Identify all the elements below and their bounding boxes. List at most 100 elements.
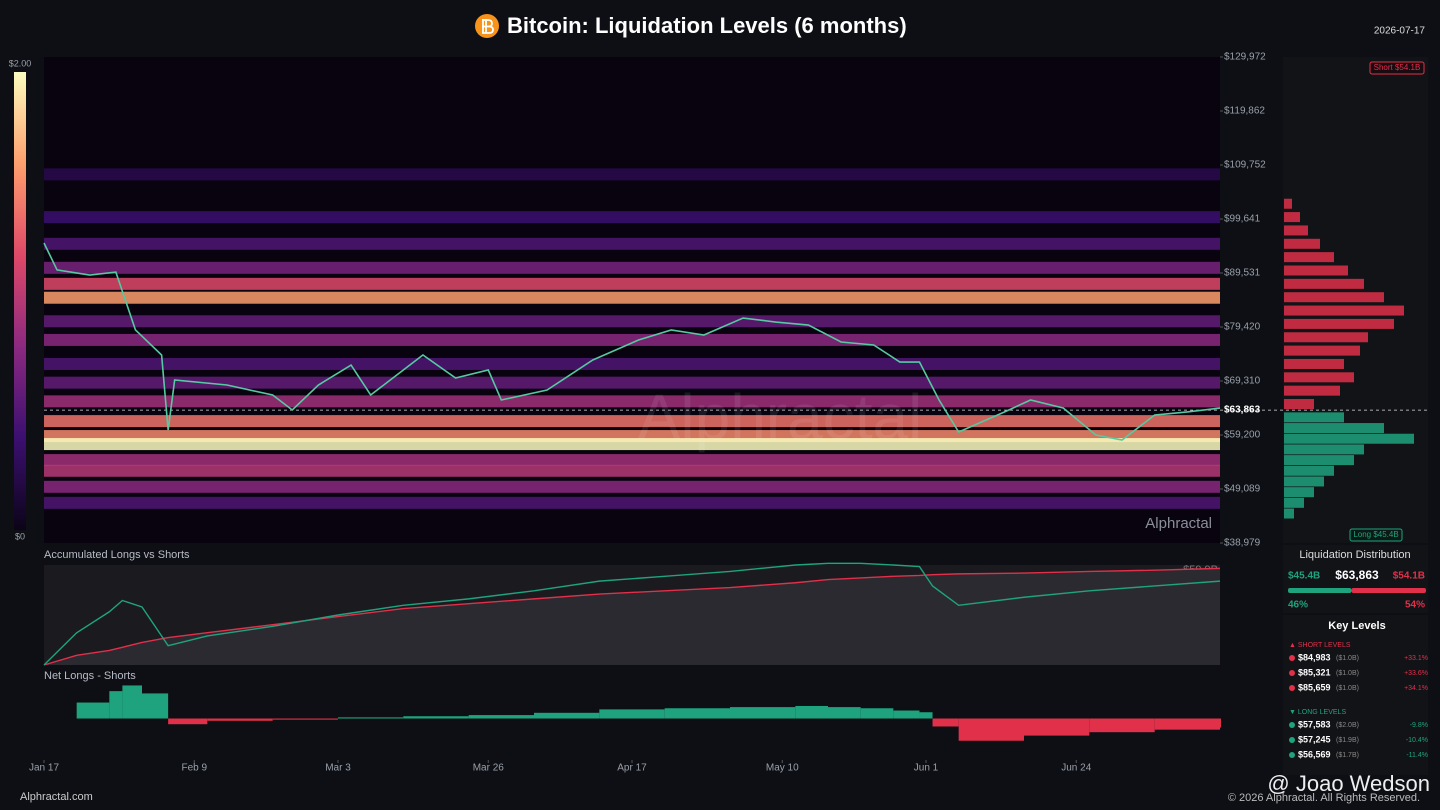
short-tag: Short $54.1B	[1374, 63, 1421, 72]
short-profile-bar	[1284, 238, 1320, 249]
short-profile-bar	[1284, 358, 1344, 369]
colorbar-label: $0	[15, 531, 25, 541]
net-bar	[76, 702, 110, 719]
x-tick-label: Jun 24	[1061, 763, 1091, 774]
long-profile-bar	[1284, 444, 1364, 455]
heat-band	[44, 464, 1220, 477]
short-profile-bar	[1284, 252, 1334, 263]
title: Bitcoin: Liquidation Levels (6 months)	[507, 13, 907, 38]
heat-band	[44, 376, 1220, 389]
y-tick-label: $129,972	[1224, 52, 1266, 63]
heat-band	[44, 261, 1220, 274]
long-profile-bar	[1284, 497, 1304, 508]
series-line	[43, 562, 1221, 666]
level-price: $57,245	[1298, 734, 1331, 744]
short-pct: 54%	[1405, 600, 1425, 611]
net-bar	[958, 718, 1024, 741]
long-levels-header: ▼ LONG LEVELS	[1289, 709, 1346, 716]
level-dot	[1289, 685, 1295, 691]
heat-band	[44, 480, 1220, 493]
long-profile-bar	[1284, 423, 1384, 434]
heat-band	[44, 333, 1220, 346]
short-profile-bar	[1284, 345, 1360, 356]
level-change: -9.8%	[1410, 722, 1428, 729]
net-bar	[207, 718, 273, 721]
long-profile-bar	[1284, 508, 1294, 519]
x-tick-label: Mar 26	[473, 763, 505, 774]
bitcoin-glyph	[482, 19, 494, 34]
heat-band	[44, 438, 1220, 451]
heat-band	[44, 454, 1220, 467]
heat-band	[44, 415, 1220, 428]
y-tick-label: $59,200	[1224, 430, 1261, 441]
colorbar	[14, 72, 26, 530]
short-tag-box	[1369, 61, 1425, 75]
long-profile-bar	[1284, 487, 1314, 498]
net-bar	[109, 691, 123, 719]
short-profile-bar	[1284, 212, 1300, 223]
distribution-summary	[1283, 545, 1428, 613]
long-pct: 46%	[1288, 600, 1308, 611]
current-price-label: $63,863	[1224, 405, 1261, 416]
level-size: ($1.0B)	[1336, 685, 1359, 692]
site: Alphractal.com	[20, 791, 93, 803]
net-bar	[795, 705, 828, 719]
price-line	[43, 242, 1221, 441]
y-tick-label: $99,641	[1224, 214, 1261, 225]
level-change: -11.4%	[1406, 752, 1428, 759]
level-dot	[1289, 737, 1295, 743]
x-tick-label: May 10	[766, 763, 799, 774]
short-profile-bar	[1284, 372, 1354, 383]
level-price: $84,983	[1298, 652, 1331, 662]
short-profile-bar	[1284, 318, 1394, 329]
y-tick-label: $119,862	[1224, 106, 1265, 117]
short-levels-header: ▲ SHORT LEVELS	[1289, 642, 1351, 649]
long-tag-box	[1349, 528, 1403, 542]
heat-band	[44, 168, 1220, 181]
net-bar	[1154, 718, 1220, 730]
key-levels-panel	[1283, 615, 1428, 775]
short-profile-bar	[1284, 265, 1348, 276]
y-tick-label: $49,089	[1224, 484, 1261, 495]
net-bar	[468, 715, 534, 719]
short-profile-bar	[1284, 278, 1364, 289]
level-size: ($2.0B)	[1336, 722, 1359, 729]
x-tick-label: Apr 17	[617, 763, 647, 774]
level-size: ($1.7B)	[1336, 752, 1359, 759]
short-profile-bar	[1284, 225, 1308, 236]
net-bar	[272, 718, 338, 720]
area	[44, 568, 1220, 665]
short-share-bar	[1351, 588, 1426, 593]
net-bar	[338, 717, 404, 719]
net-bar	[730, 707, 796, 719]
net-bar	[403, 716, 469, 719]
net-bar	[534, 712, 600, 719]
level-price: $57,583	[1298, 719, 1331, 729]
heat-band	[44, 496, 1220, 509]
net-bar	[168, 718, 208, 725]
heat-band	[44, 237, 1220, 250]
heat-band	[44, 211, 1220, 224]
long-total: $45.4B	[1288, 571, 1320, 582]
net-bar	[1220, 718, 1221, 728]
heat-band	[44, 277, 1220, 290]
short-profile-bar	[1284, 305, 1404, 316]
level-size: ($1.0B)	[1336, 670, 1359, 677]
key-levels-title: Key Levels	[1328, 620, 1385, 632]
heat-band	[44, 291, 1220, 304]
long-profile-bar	[1284, 433, 1414, 444]
copyright: © 2026 Alphractal. All Rights Reserved.	[1228, 792, 1420, 804]
level-dot	[1289, 752, 1295, 758]
short-profile-bar	[1284, 399, 1314, 410]
y-tick-label: $109,752	[1224, 160, 1266, 171]
long-profile-bar	[1284, 455, 1354, 466]
watermark-small: Alphractal	[1145, 515, 1212, 532]
level-size: ($1.9B)	[1336, 737, 1359, 744]
y-tick-label: $79,420	[1224, 322, 1261, 333]
x-tick-label: Jan 17	[29, 763, 59, 774]
long-profile-bar	[1284, 465, 1334, 476]
heat-band	[44, 315, 1220, 328]
short-profile-bar	[1284, 292, 1384, 303]
x-tick-label: Jun 1	[914, 763, 939, 774]
level-dot	[1289, 670, 1295, 676]
